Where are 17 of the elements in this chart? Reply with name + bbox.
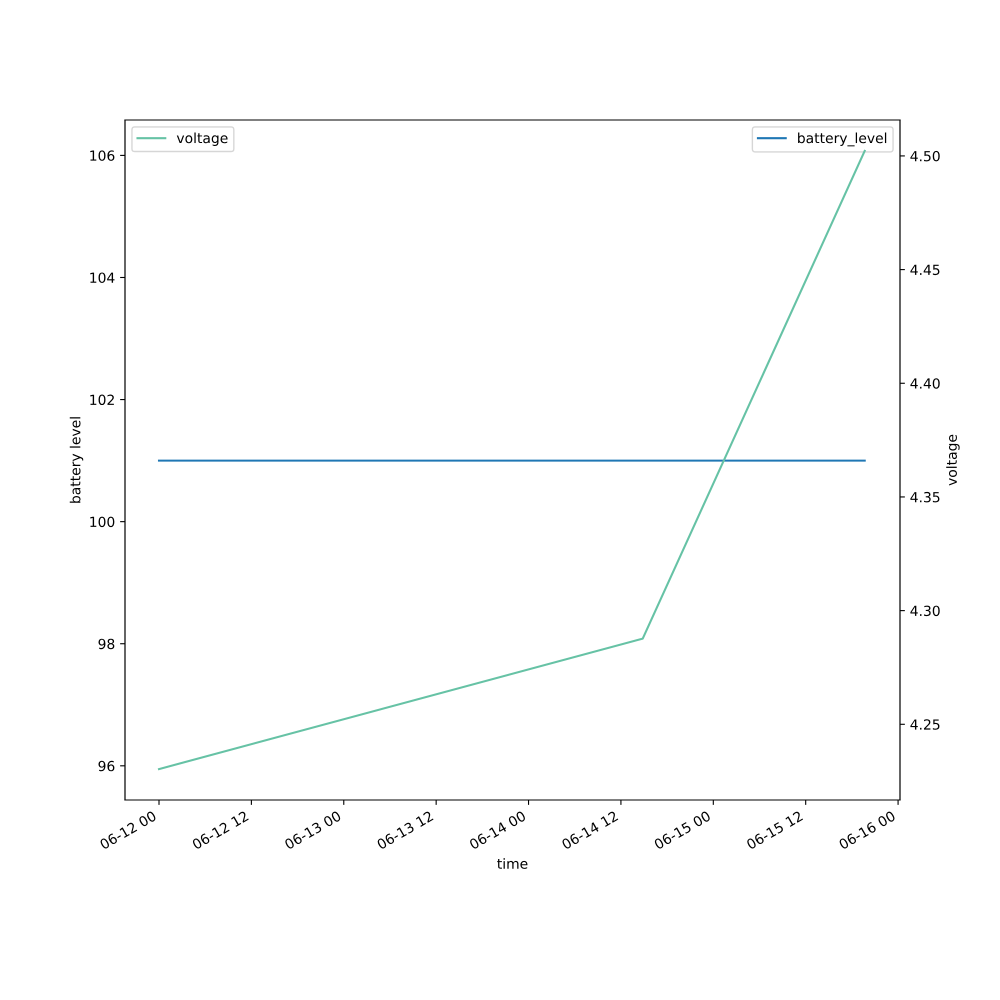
- y-tick-label: 102: [90, 394, 114, 406]
- y2-axis-title: voltage: [946, 434, 960, 486]
- y-tick-label: 104: [90, 272, 114, 283]
- y-tick-label: 96: [98, 760, 114, 772]
- y-axis-title: battery level: [70, 417, 84, 503]
- y2-tick-label: 4.25: [910, 719, 940, 730]
- y-tick-label: 98: [98, 638, 114, 650]
- y2-tick-label: 4.35: [910, 492, 940, 502]
- y2-tick-label: 4.50: [910, 150, 940, 162]
- legend-label: voltage: [176, 132, 228, 146]
- y2-tick-label: 4.30: [910, 606, 940, 616]
- y2-tick-label: 4.45: [910, 264, 940, 276]
- y-tick-label: 106: [90, 150, 114, 161]
- x-axis-title: time: [497, 858, 528, 869]
- y-tick-label: 100: [90, 516, 114, 528]
- legend-label: battery_level: [798, 132, 886, 146]
- y2-tick-label: 4.40: [910, 378, 940, 389]
